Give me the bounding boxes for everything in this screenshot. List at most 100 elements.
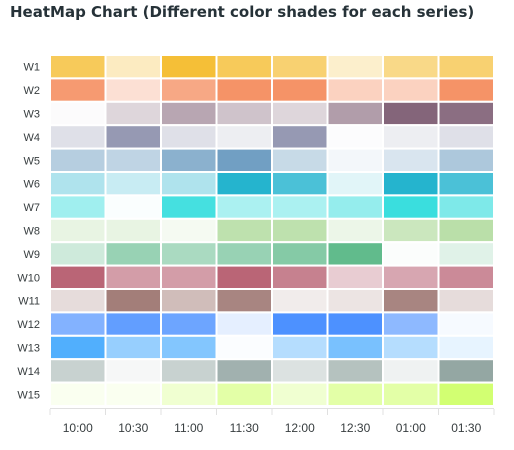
- heatmap-cell: [271, 54, 329, 80]
- heatmap-cell: [382, 77, 440, 103]
- heatmap-cell: [104, 241, 162, 267]
- heatmap-cell: [326, 171, 384, 197]
- x-axis-label: 11:00: [174, 421, 203, 435]
- heatmap-cell: [160, 147, 218, 174]
- heatmap-cell: [49, 358, 107, 384]
- heatmap-cell: [49, 147, 107, 174]
- heatmap-cell: [271, 288, 329, 314]
- x-axis-label: 12:00: [285, 421, 315, 435]
- heatmap-cell: [437, 358, 495, 384]
- y-axis-label: W13: [17, 343, 40, 355]
- heatmap-cell: [104, 311, 162, 337]
- x-axis-label: 01:30: [451, 421, 481, 435]
- heatmap-cell: [271, 241, 329, 267]
- heatmap-cell: [215, 381, 273, 408]
- heatmap-cell: [104, 54, 162, 80]
- heatmap-cell: [326, 358, 384, 384]
- heatmap-cell: [104, 124, 162, 150]
- y-axis-label: W11: [18, 296, 40, 308]
- heatmap-cell: [104, 194, 162, 220]
- y-axis-label: W9: [24, 249, 41, 261]
- heatmap-cell: [104, 381, 162, 408]
- heatmap-cell: [271, 381, 329, 408]
- y-axis-label: W5: [24, 155, 41, 167]
- x-axis-label: 12:30: [340, 421, 370, 435]
- heatmap-cell: [271, 171, 329, 197]
- heatmap-cell: [326, 381, 384, 408]
- heatmap-cell: [104, 100, 162, 127]
- heatmap-cell: [326, 241, 384, 267]
- heatmap-cell: [49, 54, 107, 80]
- heatmap-cell: [49, 264, 107, 291]
- heatmap-cell: [160, 77, 218, 103]
- chart-title: HeatMap Chart (Different color shades fo…: [10, 3, 475, 21]
- heatmap-cell: [49, 241, 107, 267]
- heatmap-cell: [215, 147, 273, 174]
- heatmap-cell: [271, 334, 329, 361]
- heatmap-cell: [382, 217, 440, 244]
- heatmap-cell: [160, 171, 218, 197]
- heatmap-cell: [104, 77, 162, 103]
- heatmap-cell: [382, 54, 440, 80]
- heatmap-cell: [382, 311, 440, 337]
- heatmap-cell: [215, 288, 273, 314]
- heatmap-cell: [437, 54, 495, 80]
- heatmap-cell: [160, 217, 218, 244]
- heatmap-cell: [215, 264, 273, 291]
- heatmap-cell: [437, 288, 495, 314]
- heatmap-cell: [160, 124, 218, 150]
- heatmap-cell: [326, 100, 384, 127]
- heatmap-cell: [49, 100, 107, 127]
- heatmap-cell: [215, 171, 273, 197]
- heatmap-cell: [271, 100, 329, 127]
- heatmap-cell: [271, 264, 329, 291]
- heatmap-cell: [271, 194, 329, 220]
- heatmap-cell: [437, 194, 495, 220]
- heatmap-cell: [382, 264, 440, 291]
- heatmap-cell: [215, 194, 273, 220]
- heatmap-cell: [382, 124, 440, 150]
- heatmap-cell: [382, 241, 440, 267]
- heatmap-cell: [437, 334, 495, 361]
- heatmap-cell: [160, 358, 218, 384]
- heatmap-cell: [160, 334, 218, 361]
- x-axis-label: 01:00: [396, 421, 426, 435]
- y-axis-label: W1: [24, 62, 41, 74]
- heatmap-cell: [382, 171, 440, 197]
- y-axis-label: W10: [17, 272, 40, 284]
- heatmap-cell: [271, 358, 329, 384]
- heatmap-cell: [326, 217, 384, 244]
- heatmap-cell: [160, 264, 218, 291]
- heatmap-cell: [326, 264, 384, 291]
- heatmap-cell: [104, 358, 162, 384]
- heatmap-cell: [160, 194, 218, 220]
- y-axis-label: W12: [17, 319, 40, 331]
- heatmap-cell: [215, 241, 273, 267]
- heatmap-cell: [271, 147, 329, 174]
- y-axis-label: W3: [24, 109, 41, 121]
- heatmap-cell: [326, 311, 384, 337]
- heatmap-cell: [437, 171, 495, 197]
- y-axis-label: W15: [17, 389, 40, 401]
- heatmap-cell: [215, 358, 273, 384]
- heatmap-cell: [437, 381, 495, 408]
- y-axis-label: W6: [24, 179, 41, 191]
- heatmap-cell: [215, 100, 273, 127]
- heatmap-cell: [271, 77, 329, 103]
- heatmap-cell: [215, 217, 273, 244]
- heatmap-cell: [215, 77, 273, 103]
- y-axis-label: W7: [24, 202, 41, 214]
- heatmap-cell: [49, 311, 107, 337]
- heatmap-cell: [104, 147, 162, 174]
- y-axis-label: W8: [24, 226, 41, 238]
- heatmap-cell: [326, 77, 384, 103]
- y-axis-label: W4: [24, 132, 41, 144]
- heatmap-cell: [437, 124, 495, 150]
- heatmap-cell: [437, 311, 495, 337]
- y-axis-label: W14: [17, 366, 40, 378]
- heatmap-cell: [271, 217, 329, 244]
- y-axis-label: W2: [24, 85, 41, 97]
- heatmap-cell: [104, 288, 162, 314]
- heatmap-cell: [382, 147, 440, 174]
